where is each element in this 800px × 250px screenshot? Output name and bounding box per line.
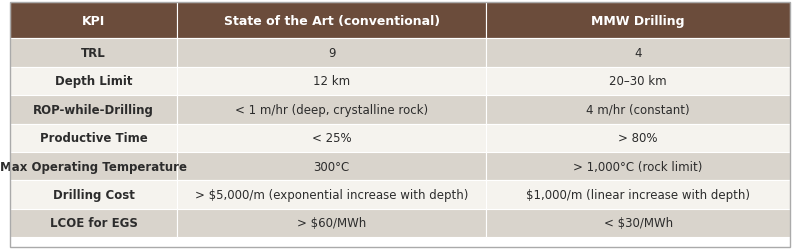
Bar bbox=[178, 39, 486, 68]
Bar bbox=[486, 68, 790, 96]
Bar bbox=[10, 39, 178, 68]
Bar bbox=[10, 209, 178, 237]
Bar bbox=[486, 181, 790, 209]
Text: < 1 m/hr (deep, crystalline rock): < 1 m/hr (deep, crystalline rock) bbox=[235, 104, 428, 116]
Text: > $60/MWh: > $60/MWh bbox=[297, 216, 366, 230]
Text: > 1,000°C (rock limit): > 1,000°C (rock limit) bbox=[574, 160, 703, 173]
Text: MMW Drilling: MMW Drilling bbox=[591, 14, 685, 28]
Bar bbox=[486, 209, 790, 237]
Bar bbox=[10, 96, 178, 124]
Text: 4 m/hr (constant): 4 m/hr (constant) bbox=[586, 104, 690, 116]
Bar bbox=[10, 181, 178, 209]
Text: 20–30 km: 20–30 km bbox=[610, 75, 667, 88]
Bar bbox=[178, 3, 486, 39]
Text: LCOE for EGS: LCOE for EGS bbox=[50, 216, 138, 230]
Text: Max Operating Temperature: Max Operating Temperature bbox=[0, 160, 187, 173]
Text: > $5,000/m (exponential increase with depth): > $5,000/m (exponential increase with de… bbox=[195, 188, 468, 201]
Bar bbox=[178, 181, 486, 209]
Bar bbox=[486, 96, 790, 124]
Bar bbox=[486, 152, 790, 181]
Bar bbox=[178, 124, 486, 152]
Text: State of the Art (conventional): State of the Art (conventional) bbox=[224, 14, 440, 28]
Bar bbox=[10, 3, 178, 39]
Bar bbox=[10, 152, 178, 181]
Text: ROP-while-Drilling: ROP-while-Drilling bbox=[33, 104, 154, 116]
Bar bbox=[486, 124, 790, 152]
Text: KPI: KPI bbox=[82, 14, 105, 28]
Bar bbox=[178, 209, 486, 237]
Text: Productive Time: Productive Time bbox=[40, 132, 147, 145]
Text: 12 km: 12 km bbox=[313, 75, 350, 88]
Text: Depth Limit: Depth Limit bbox=[54, 75, 132, 88]
Bar bbox=[178, 152, 486, 181]
Text: Drilling Cost: Drilling Cost bbox=[53, 188, 134, 201]
Text: < 25%: < 25% bbox=[312, 132, 351, 145]
Bar bbox=[178, 68, 486, 96]
Text: $1,000/m (linear increase with depth): $1,000/m (linear increase with depth) bbox=[526, 188, 750, 201]
Text: > 80%: > 80% bbox=[618, 132, 658, 145]
Text: 4: 4 bbox=[634, 47, 642, 60]
Bar bbox=[10, 124, 178, 152]
Bar bbox=[10, 68, 178, 96]
Text: 300°C: 300°C bbox=[314, 160, 350, 173]
Bar bbox=[486, 39, 790, 68]
Text: 9: 9 bbox=[328, 47, 335, 60]
Text: < $30/MWh: < $30/MWh bbox=[603, 216, 673, 230]
Text: TRL: TRL bbox=[81, 47, 106, 60]
Bar bbox=[486, 3, 790, 39]
Bar bbox=[178, 96, 486, 124]
